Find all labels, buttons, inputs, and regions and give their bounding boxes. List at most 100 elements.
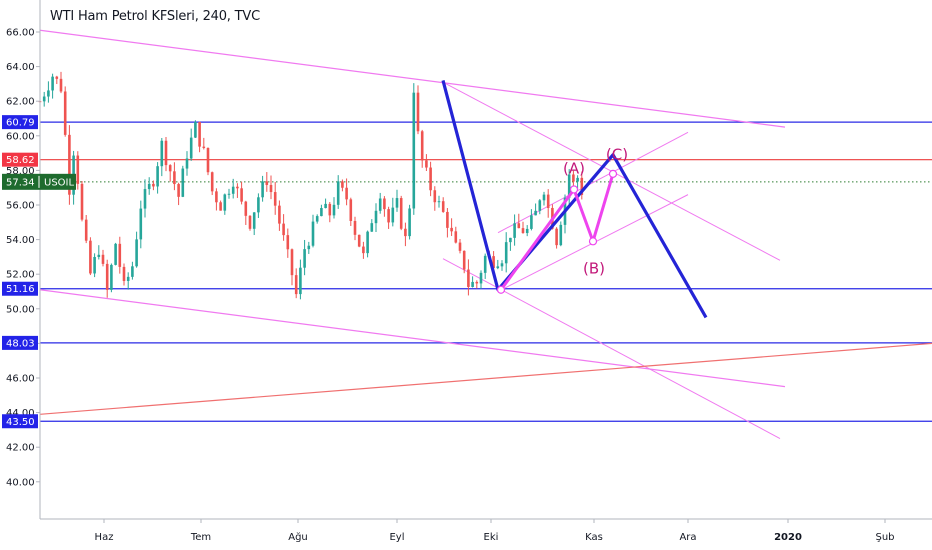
abc-wave-line (499, 173, 615, 291)
candle-body (336, 181, 340, 205)
candles-layer (38, 71, 584, 300)
candle-body (299, 267, 302, 295)
wave-point-marker[interactable] (496, 285, 506, 294)
price-tag-43.50 (2, 414, 38, 429)
candle-body (471, 281, 474, 287)
y-tick-label: 64.00 (6, 62, 35, 73)
candle-body (479, 272, 483, 284)
candle-body (227, 193, 231, 195)
price-tag-48.03 (2, 335, 38, 350)
candle-body (580, 177, 584, 195)
candle-body (517, 223, 521, 229)
candle-body (93, 256, 96, 274)
candle-body (189, 137, 193, 159)
axes-layer: 66.00 64.00 62.00 60.00 58.00 56.00 54.00 52.00… (6, 0, 932, 543)
candle-body (525, 228, 529, 234)
candle-body (349, 199, 353, 221)
candle-body (244, 201, 248, 216)
x-tick-label: Ara (679, 532, 696, 543)
price-tag-60.79 (2, 115, 38, 130)
y-tick-label: 56.00 (6, 201, 35, 212)
wave-point-marker[interactable] (608, 169, 618, 178)
candle-body (76, 155, 80, 184)
wave-point-marker[interactable] (569, 185, 579, 194)
candle-body (89, 240, 92, 274)
candle-body (374, 210, 378, 224)
candle-body (236, 186, 239, 189)
candle-body (294, 275, 298, 295)
x-tick-label: Eyl (389, 532, 404, 543)
candle-body (273, 192, 277, 206)
candle-body (240, 188, 243, 202)
chart-title: WTI Ham Petrol KFSleri, 240, TVC (50, 9, 260, 24)
wave-label-c: (C) (606, 146, 628, 164)
trendline-wave-channel-top (497, 131, 689, 234)
candle-body (425, 160, 428, 168)
candle-body (311, 221, 315, 246)
candle-body (248, 215, 252, 229)
candle-body (215, 191, 218, 203)
candle-body (177, 184, 180, 197)
trendline-upper-channel (39, 29, 786, 128)
candle-body (572, 174, 575, 182)
symbol-label: USOIL (44, 177, 74, 188)
candle-body (576, 177, 579, 182)
y-tick-label: 52.00 (6, 270, 35, 281)
candle-body (231, 186, 235, 194)
candle-body (114, 243, 117, 265)
candle-body (202, 146, 206, 148)
candle-body (164, 140, 168, 166)
candle-body (105, 263, 109, 290)
candle-body (353, 220, 357, 235)
candle-body (152, 183, 155, 187)
candle-body (198, 122, 201, 147)
y-tick-label: 60.00 (6, 131, 35, 142)
candle-body (143, 189, 147, 209)
candle-body (80, 183, 84, 220)
candle-body (47, 90, 50, 97)
trendline-lower-channel (39, 289, 786, 388)
candle-body (509, 237, 512, 243)
candle-body (559, 224, 563, 246)
candle-body (122, 266, 126, 281)
wave-pattern-layer: (A) (B) (C) (441, 80, 708, 319)
candle-body (139, 208, 143, 240)
candle-body (257, 197, 260, 213)
candle-body (378, 198, 382, 211)
candle-body (429, 167, 432, 191)
y-tick-label: 42.00 (6, 443, 35, 454)
x-tick-label: Tem (190, 532, 211, 543)
blue-zigzag-projection (441, 80, 708, 319)
candle-body (475, 281, 479, 284)
y-tick-label: 62.00 (6, 97, 35, 108)
candle-body (135, 239, 138, 267)
candle-body (290, 249, 294, 276)
x-tick-label: Kas (585, 532, 603, 543)
candle-body (467, 269, 470, 287)
candle-body (51, 76, 54, 91)
price-tag-label: 58.62 (6, 155, 35, 166)
candle-body (357, 234, 361, 247)
candle-body (383, 198, 386, 210)
y-tick-label: 50.00 (6, 304, 35, 315)
candle-body (408, 208, 411, 237)
trend-lines-layer (39, 29, 932, 439)
candle-body (210, 172, 214, 192)
candle-body (387, 209, 390, 223)
candle-body (261, 181, 264, 198)
price-tag-58.62 (2, 152, 38, 167)
candle-body (110, 264, 113, 290)
wave-label-a: (A) (563, 159, 585, 177)
candle-body (546, 194, 550, 208)
candle-body (63, 91, 67, 135)
y-tick-label: 66.00 (6, 28, 35, 39)
candle-body (315, 216, 319, 222)
wave-point-marker[interactable] (588, 237, 598, 246)
candle-body (303, 249, 306, 268)
y-tick-label: 40.00 (6, 477, 35, 488)
candle-body (567, 174, 571, 198)
candle-body (362, 246, 365, 254)
candle-body (55, 76, 59, 79)
last-price-label: 57.34 (6, 177, 35, 188)
